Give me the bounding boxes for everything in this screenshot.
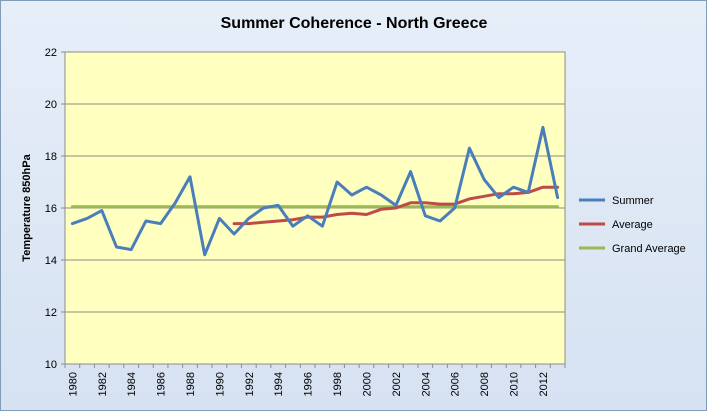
y-tick-label: 22 bbox=[45, 47, 57, 59]
x-tick-label: 1998 bbox=[332, 372, 344, 396]
y-tick-label: 12 bbox=[45, 307, 57, 319]
x-tick-label: 2012 bbox=[538, 372, 550, 396]
series-lines bbox=[70, 125, 560, 257]
legend: Summer Average Grand Average bbox=[579, 195, 686, 255]
legend-label: Average bbox=[612, 219, 653, 231]
x-tick-label: 1986 bbox=[156, 372, 168, 396]
series-line-summer bbox=[70, 125, 560, 257]
x-tick-label: 1992 bbox=[244, 372, 256, 396]
y-tick-label: 16 bbox=[45, 203, 57, 215]
x-axis-ticks: 1980 1982 1984 1986 1988 1990 1992 1994 1996 1998… bbox=[64, 364, 566, 396]
x-tick-label: 1982 bbox=[97, 372, 109, 396]
y-tick-label: 18 bbox=[45, 151, 57, 163]
x-tick-label: 1984 bbox=[126, 372, 138, 396]
legend-label: Summer bbox=[612, 195, 654, 207]
x-tick-label: 1988 bbox=[185, 372, 197, 396]
legend-label: Grand Average bbox=[612, 243, 686, 255]
x-tick-label: 2002 bbox=[391, 372, 403, 396]
y-tick-label: 20 bbox=[45, 99, 57, 111]
x-tick-label: 2000 bbox=[361, 372, 373, 396]
x-tick-label: 2008 bbox=[479, 372, 491, 396]
x-tick-label: 1996 bbox=[303, 372, 315, 396]
x-tick-label: 2006 bbox=[450, 372, 462, 396]
x-tick-label: 1990 bbox=[214, 372, 226, 396]
x-tick-label: 2010 bbox=[509, 372, 521, 396]
y-tick-label: 10 bbox=[45, 359, 57, 371]
y-axis-ticks: 10 12 14 16 18 20 22 bbox=[45, 47, 65, 371]
y-axis-label: Temperature 850hPa bbox=[21, 153, 33, 261]
y-tick-label: 14 bbox=[45, 255, 57, 267]
chart-title: Summer Coherence - North Greece bbox=[221, 15, 488, 32]
x-tick-label: 1994 bbox=[273, 372, 285, 396]
x-tick-label: 1980 bbox=[67, 372, 79, 396]
x-tick-label: 2004 bbox=[420, 372, 432, 396]
